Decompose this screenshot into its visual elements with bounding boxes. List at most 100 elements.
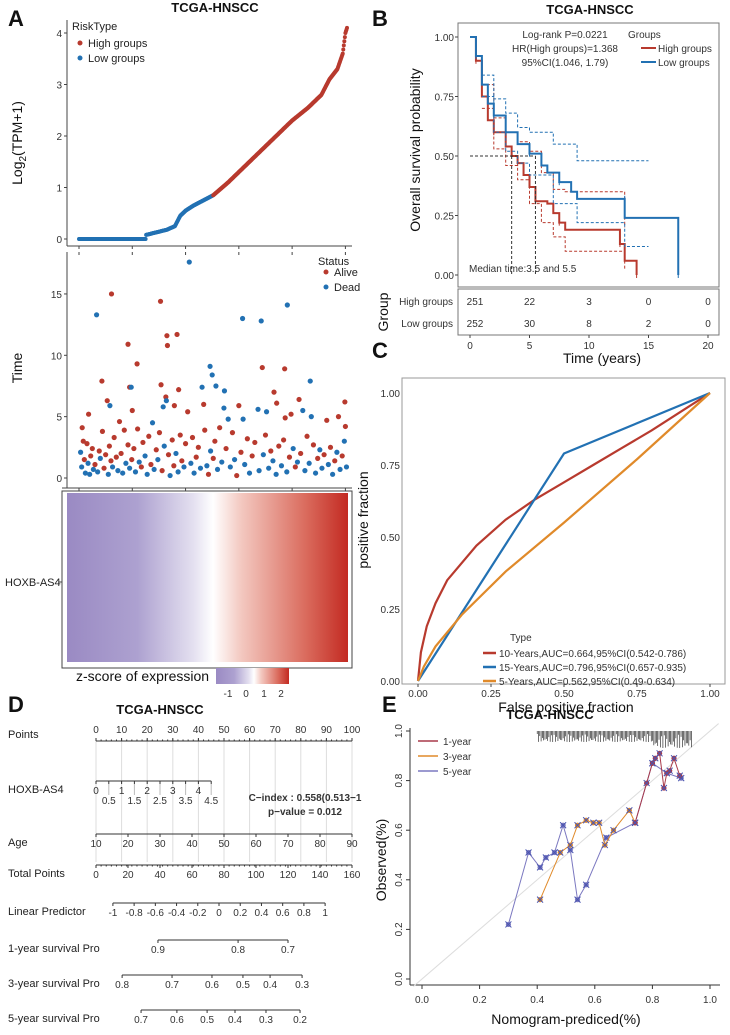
x-tick-label: 10 [583, 341, 595, 352]
nomogram-tick-label: 80 [314, 839, 326, 850]
calibration-x-mark [656, 749, 663, 757]
nomogram-row-label: HOXB-AS4 [8, 784, 64, 796]
x-tick-label: 20 [702, 341, 714, 352]
high-group-point [345, 25, 349, 30]
nomogram-tick-label: 20 [142, 725, 154, 736]
alive-point [292, 464, 298, 470]
panel-label-a: A [8, 6, 24, 31]
risk-count: 30 [524, 319, 536, 330]
alive-point [89, 445, 95, 452]
nomogram-tick-label: 70 [270, 725, 282, 736]
calibration-x-mark [643, 779, 650, 787]
calibration-x-mark [582, 881, 590, 889]
calibration-x-mark [666, 767, 674, 775]
legend-marker-low [77, 55, 83, 61]
dead-point [284, 302, 290, 308]
y-axis-label: positive fraction [355, 471, 371, 568]
dead-point [239, 315, 246, 322]
plot-frame [457, 22, 720, 288]
risk-count: 0 [705, 319, 711, 330]
alive-point [131, 445, 137, 452]
dead-point [319, 465, 325, 471]
alive-point [104, 398, 110, 404]
alive-point [159, 468, 165, 474]
alive-point [164, 333, 170, 339]
nomogram-tick-label: 0 [93, 870, 99, 881]
nomogram-tick-label: 140 [312, 870, 329, 881]
alive-point [189, 434, 196, 441]
alive-point [234, 472, 240, 479]
risk-table-frame [457, 288, 720, 336]
x-tick-label: 0.4 [530, 995, 544, 1006]
y-tick-label: 0.25 [435, 212, 455, 223]
dead-point [167, 472, 173, 479]
y-tick-label: 0.75 [381, 461, 401, 472]
y-axis-label: Observed(%) [373, 819, 389, 901]
dead-point [93, 312, 100, 318]
dead-point [221, 388, 228, 394]
dead-point [173, 450, 179, 457]
y-axis-label: Time [9, 352, 25, 383]
ideal-diagonal-line [413, 723, 719, 987]
dead-point [246, 470, 253, 476]
alive-point [96, 448, 102, 454]
calibration-x-mark [556, 849, 564, 856]
nomogram-tick-label: 0.4 [263, 980, 277, 991]
x-tick-label: 0.2 [473, 995, 487, 1006]
y-tick-label: 15 [51, 290, 63, 301]
panel-label-d: D [8, 692, 24, 717]
calibration-line [634, 752, 681, 823]
nomogram-tick-label: 10 [90, 839, 102, 850]
y-tick-label: 3 [56, 81, 62, 92]
panel-label-e: E [382, 692, 397, 717]
dead-point [312, 470, 319, 476]
alive-point [113, 454, 119, 460]
dead-point [197, 465, 204, 471]
dead-point [85, 460, 91, 466]
nomogram-tick-label: 70 [282, 839, 294, 850]
dead-point [204, 463, 210, 469]
alive-point [125, 341, 131, 347]
nomogram-tick-label: 90 [346, 839, 358, 850]
dead-point [284, 469, 290, 475]
risk-count: 3 [586, 297, 592, 308]
calibration-x-mark [601, 841, 609, 849]
alive-point [171, 403, 177, 409]
y-tick-label: 1 [56, 184, 62, 195]
alive-point [304, 433, 310, 439]
alive-point [339, 453, 345, 459]
nomogram-tick-label: 0.3 [295, 980, 309, 991]
alive-point [174, 331, 180, 338]
alive-point [80, 438, 86, 444]
alive-point [140, 439, 146, 446]
nomogram-tick-label: 0.2 [293, 1015, 307, 1026]
colorbar-tick-label: 2 [278, 689, 284, 700]
alive-point [134, 361, 140, 367]
alive-point [103, 452, 109, 458]
risk-count: 2 [646, 319, 652, 330]
nomogram-tick-label: 0 [216, 908, 222, 919]
calibration-x-mark [660, 784, 668, 792]
dead-point [128, 384, 134, 390]
nomogram-tick-label: 0.4 [254, 908, 268, 919]
nomogram-row-label: Total Points [8, 868, 65, 880]
alive-point [335, 414, 342, 420]
alive-point [274, 400, 280, 406]
calibration-x-mark [670, 754, 678, 762]
dead-point [213, 383, 219, 389]
alive-point [332, 458, 338, 464]
y-tick-label: 0.50 [381, 533, 401, 544]
alive-point [217, 425, 223, 431]
legend-label: 15-Years,AUC=0.796,95%CI(0.657-0.935) [499, 663, 686, 674]
colorbar-tick-label: -1 [224, 689, 233, 700]
alive-point [259, 364, 265, 371]
calibration-x-mark [505, 921, 512, 928]
high-group-point [341, 43, 346, 48]
dead-point [90, 466, 96, 473]
nomogram-tick-label: -0.2 [189, 908, 207, 919]
alive-point [205, 471, 212, 477]
alive-point [321, 452, 327, 458]
dead-point [278, 463, 285, 469]
dead-point [136, 459, 142, 465]
